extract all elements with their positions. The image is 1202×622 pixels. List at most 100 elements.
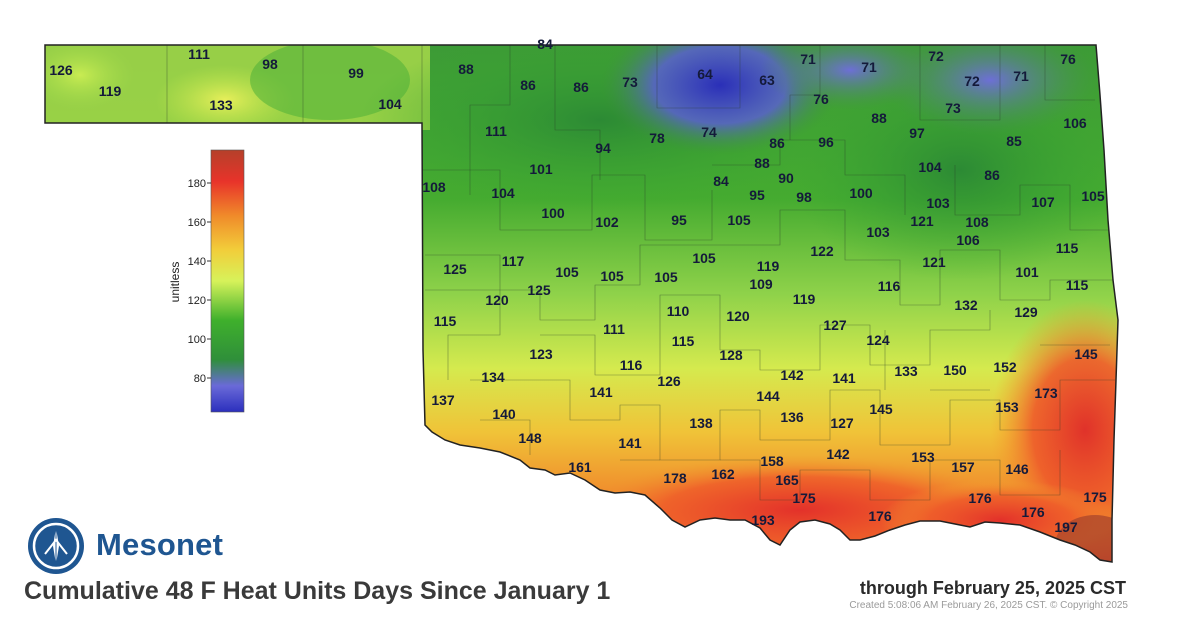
station-value: 88 [754, 155, 770, 171]
station-value: 111 [485, 123, 507, 139]
scale-tick: 140 [188, 256, 206, 268]
station-value: 72 [964, 73, 980, 89]
station-value: 141 [618, 435, 642, 451]
station-value: 138 [689, 415, 713, 431]
station-value: 175 [1083, 489, 1107, 505]
station-value: 85 [1006, 133, 1022, 149]
station-value: 158 [760, 453, 784, 469]
scale-tick: 160 [188, 217, 206, 229]
station-value: 136 [780, 409, 804, 425]
station-value: 71 [800, 51, 816, 67]
station-value: 99 [348, 65, 364, 81]
station-value: 72 [928, 48, 944, 64]
scale-tick: 80 [194, 373, 206, 385]
station-value: 141 [832, 370, 856, 386]
station-value: 108 [422, 179, 446, 195]
station-value: 63 [759, 72, 775, 88]
station-value: 129 [1014, 304, 1038, 320]
station-value: 100 [849, 185, 873, 201]
station-value: 98 [796, 189, 812, 205]
station-value: 102 [595, 214, 619, 230]
station-value: 96 [818, 134, 834, 150]
station-value: 105 [654, 269, 678, 285]
station-value: 119 [793, 291, 816, 307]
station-value: 76 [1060, 51, 1076, 67]
station-value: 145 [1074, 346, 1098, 362]
station-value: 193 [751, 512, 775, 528]
station-value: 86 [573, 79, 589, 95]
station-value: 103 [926, 195, 950, 211]
station-value: 150 [943, 362, 967, 378]
station-value: 134 [481, 369, 505, 385]
station-value: 157 [951, 459, 975, 475]
station-value: 64 [697, 66, 713, 82]
station-value: 111 [603, 321, 625, 337]
station-value: 153 [995, 399, 1019, 415]
brand-name: Mesonet [96, 527, 224, 562]
station-value: 73 [945, 100, 961, 116]
county-boundaries [166, 45, 1115, 501]
scale-unit-label: unitless [168, 262, 182, 303]
station-value: 86 [769, 135, 785, 151]
station-value: 133 [209, 97, 233, 113]
station-value: 122 [810, 243, 834, 259]
station-value: 88 [458, 61, 474, 77]
station-value: 103 [866, 224, 890, 240]
station-value: 71 [861, 59, 877, 75]
station-value: 108 [965, 214, 989, 230]
station-value: 126 [657, 373, 681, 389]
station-value: 197 [1054, 519, 1078, 535]
station-value: 145 [869, 401, 893, 417]
station-value: 117 [502, 253, 525, 269]
station-value: 110 [667, 303, 690, 319]
station-value: 144 [756, 388, 780, 404]
station-value: 161 [568, 459, 592, 475]
station-value: 101 [529, 161, 553, 177]
station-value: 133 [894, 363, 918, 379]
station-value: 104 [491, 185, 515, 201]
station-value: 119 [99, 83, 122, 99]
station-value: 140 [492, 406, 516, 422]
scale-bar [210, 149, 245, 413]
station-value: 105 [600, 268, 624, 284]
station-value: 98 [262, 56, 278, 72]
station-value: 116 [620, 357, 643, 373]
station-value: 115 [1056, 240, 1079, 256]
station-value: 126 [49, 62, 73, 78]
station-value: 123 [529, 346, 553, 362]
station-value: 115 [434, 313, 457, 329]
station-value: 146 [1005, 461, 1029, 477]
created-note: Created 5:08:06 AM February 26, 2025 CST… [849, 600, 1128, 611]
station-value: 121 [922, 254, 946, 270]
station-value: 74 [701, 124, 717, 140]
station-value: 178 [663, 470, 687, 486]
station-value: 97 [909, 125, 925, 141]
station-values: 126 119 111 133 98 99 104 84 88 86 86 73 64 63 71 76 71 7… [49, 36, 1107, 535]
station-value: 175 [792, 490, 816, 506]
station-value: 105 [1081, 188, 1105, 204]
station-value: 101 [1015, 264, 1039, 280]
station-value: 125 [527, 282, 551, 298]
station-value: 84 [537, 36, 553, 52]
station-value: 116 [878, 278, 901, 294]
legend-scale: 180 160 140 120 100 80 unitless [168, 149, 245, 413]
station-value: 104 [378, 96, 402, 112]
station-value: 176 [1021, 504, 1045, 520]
station-value: 120 [485, 292, 509, 308]
station-value: 86 [520, 77, 536, 93]
station-value: 119 [757, 258, 780, 274]
station-value: 165 [775, 472, 799, 488]
station-value: 142 [826, 446, 850, 462]
station-value: 142 [780, 367, 804, 383]
station-value: 105 [727, 212, 751, 228]
station-value: 106 [1063, 115, 1087, 131]
scale-tick: 180 [188, 178, 206, 190]
station-value: 94 [595, 140, 611, 156]
station-value: 120 [726, 308, 750, 324]
station-value: 95 [749, 187, 765, 203]
station-value: 162 [711, 466, 735, 482]
station-value: 84 [713, 173, 729, 189]
map-title: Cumulative 48 F Heat Units Days Since Ja… [24, 577, 611, 605]
station-value: 137 [431, 392, 455, 408]
